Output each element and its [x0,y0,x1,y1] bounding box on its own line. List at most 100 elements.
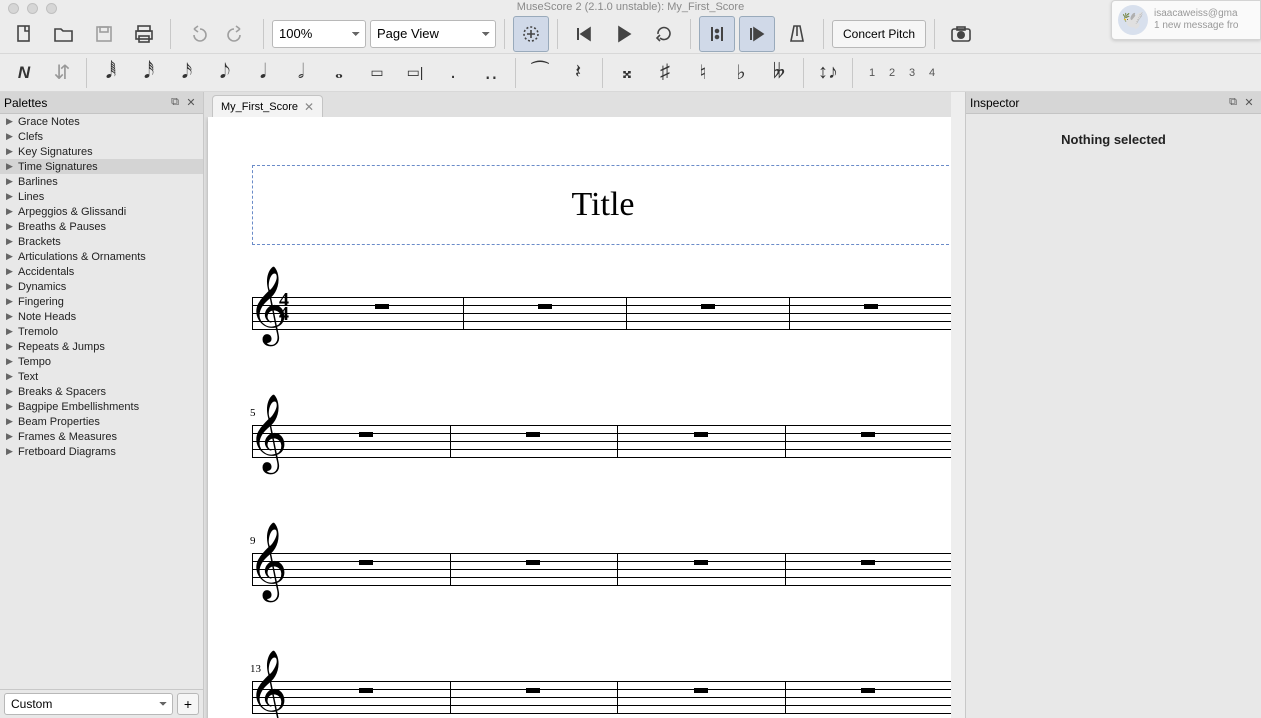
barline[interactable] [450,425,451,457]
open-button[interactable] [46,16,82,52]
palette-item[interactable]: ▶Bagpipe Embellishments [0,399,203,414]
undo-button[interactable] [179,16,215,52]
redo-button[interactable] [219,16,255,52]
double-sharp-button[interactable]: 𝄪 [609,57,645,89]
barline[interactable] [785,553,786,585]
repitch-button[interactable]: ⇵ [44,57,80,89]
score-page[interactable]: Title 𝄞44𝄞5𝄞9𝄞13 [208,117,956,718]
play-button[interactable] [606,16,642,52]
palette-item[interactable]: ▶Breaks & Spacers [0,384,203,399]
voice-2[interactable]: 2 [885,67,899,79]
barline[interactable] [450,553,451,585]
whole-rest[interactable] [694,688,708,693]
pan-button[interactable] [739,16,775,52]
duration-16th[interactable]: 𝅘𝅥𝅯 [169,57,205,89]
palette-item[interactable]: ▶Time Signatures [0,159,203,174]
treble-clef[interactable]: 𝄞 [254,411,287,457]
duration-quarter[interactable]: 𝅘𝅥 [245,57,281,89]
voice-4[interactable]: 4 [925,67,939,79]
concert-pitch-button[interactable]: Concert Pitch [832,20,926,48]
undock-icon[interactable]: ⧉ [167,96,183,109]
palette-item[interactable]: ▶Tempo [0,354,203,369]
whole-rest[interactable] [359,560,373,565]
staff-system[interactable]: 𝄞9 [252,553,952,585]
whole-rest[interactable] [526,688,540,693]
barline[interactable] [785,681,786,713]
close-tab-icon[interactable]: ✕ [304,100,314,114]
whole-rest[interactable] [864,304,878,309]
duration-half[interactable]: 𝅗𝅥 [283,57,319,89]
palette-item[interactable]: ▶Grace Notes [0,114,203,129]
palette-item[interactable]: ▶Brackets [0,234,203,249]
staff-system[interactable]: 𝄞13 [252,681,952,713]
palette-item[interactable]: ▶Articulations & Ornaments [0,249,203,264]
undock-icon[interactable]: ⧉ [1225,96,1241,109]
palette-item[interactable]: ▶Note Heads [0,309,203,324]
vertical-scrollbar[interactable] [951,92,965,718]
tie-button[interactable]: ⁀ [522,57,558,89]
barline[interactable] [463,297,464,329]
max-dot[interactable] [46,3,57,14]
workspace-select[interactable]: Custom [4,693,173,715]
voice-selector[interactable]: 1 2 3 4 [865,67,939,79]
voice-1[interactable]: 1 [865,67,879,79]
palette-item[interactable]: ▶Tremolo [0,324,203,339]
barline[interactable] [617,425,618,457]
palette-item[interactable]: ▶Barlines [0,174,203,189]
metronome-button[interactable] [779,16,815,52]
add-workspace-button[interactable]: + [177,693,199,715]
page-viewport[interactable]: Title 𝄞44𝄞5𝄞9𝄞13 [204,117,965,718]
loop-button[interactable] [646,16,682,52]
flat-button[interactable]: ♭ [723,57,759,89]
palette-item[interactable]: ▶Accidentals [0,264,203,279]
save-button[interactable] [86,16,122,52]
whole-rest[interactable] [526,560,540,565]
min-dot[interactable] [27,3,38,14]
duration-whole[interactable]: 𝅝 [321,57,357,89]
palette-item[interactable]: ▶Dynamics [0,279,203,294]
palette-item[interactable]: ▶Clefs [0,129,203,144]
time-signature[interactable]: 44 [279,293,289,321]
whole-rest[interactable] [861,688,875,693]
window-controls[interactable] [8,3,57,14]
whole-rest[interactable] [694,432,708,437]
rewind-button[interactable] [566,16,602,52]
treble-clef[interactable]: 𝄞 [254,539,287,585]
whole-rest[interactable] [701,304,715,309]
flip-button[interactable]: ↕♪ [810,57,846,89]
barline[interactable] [617,553,618,585]
palette-item[interactable]: ▶Frames & Measures [0,429,203,444]
whole-rest[interactable] [526,432,540,437]
title-frame[interactable]: Title [252,165,954,245]
zoom-select[interactable]: 100% [272,20,366,48]
voice-3[interactable]: 3 [905,67,919,79]
duration-longa[interactable]: ▭| [397,57,433,89]
whole-rest[interactable] [359,688,373,693]
barline[interactable] [626,297,627,329]
whole-rest[interactable] [861,432,875,437]
whole-rest[interactable] [375,304,389,309]
palette-item[interactable]: ▶Text [0,369,203,384]
barline[interactable] [789,297,790,329]
duration-64th[interactable]: 𝅘𝅥𝅱 [93,57,129,89]
mail-notification[interactable]: 🕊️ isaacaweiss@gma 1 new message fro [1111,0,1261,40]
duration-32nd[interactable]: 𝅘𝅥𝅰 [131,57,167,89]
whole-rest[interactable] [694,560,708,565]
palette-item[interactable]: ▶Repeats & Jumps [0,339,203,354]
barline[interactable] [617,681,618,713]
rest-button[interactable]: 𝄽 [560,57,596,89]
double-flat-button[interactable]: 𝄫 [761,57,797,89]
dot-button[interactable]: . [435,57,471,89]
palette-item[interactable]: ▶Lines [0,189,203,204]
close-icon[interactable]: ✕ [1241,96,1257,109]
palette-item[interactable]: ▶Arpeggios & Glissandi [0,204,203,219]
staff-system[interactable]: 𝄞44 [252,297,952,329]
close-icon[interactable]: ✕ [183,96,199,109]
score-title[interactable]: Title [571,186,634,224]
palette-item[interactable]: ▶Breaths & Pauses [0,219,203,234]
barline[interactable] [785,425,786,457]
note-input-button[interactable]: N [6,57,42,89]
sharp-button[interactable]: ♯ [647,57,683,89]
palette-item[interactable]: ▶Beam Properties [0,414,203,429]
new-score-button[interactable] [6,16,42,52]
